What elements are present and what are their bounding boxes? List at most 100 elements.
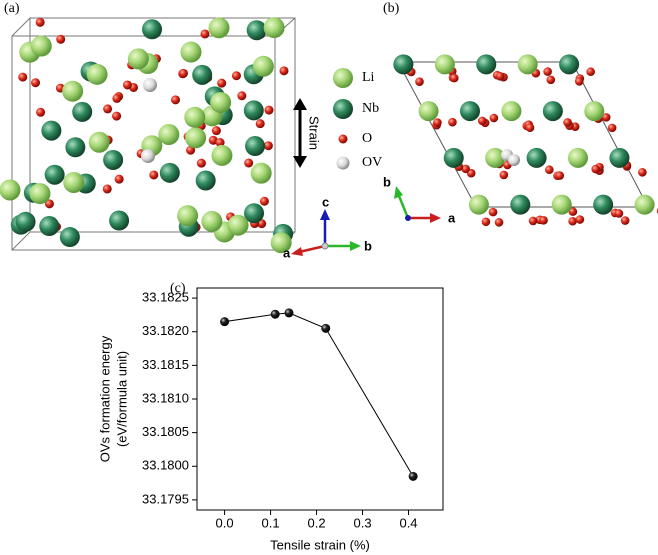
data-point [321,323,331,333]
panel-label: (b) [383,1,400,16]
y-axis-label: OVs formation energy [97,335,112,462]
legend-label: O [362,131,372,146]
atom [0,179,21,201]
data-point [220,317,230,327]
atom [459,101,480,122]
atom [31,78,41,88]
atom [476,54,497,75]
atom [215,138,225,148]
atom [59,227,80,248]
atom [279,66,289,76]
data-point [270,309,280,319]
atom [208,17,230,39]
atom [449,73,459,83]
legend-swatch [336,156,350,170]
atom [433,118,442,127]
plot: 0.0 0.1 0.2 0.3 0.4 33.1795 33.1800 33.1805 33.1… [97,287,444,552]
data-point [284,308,294,318]
atom [563,118,572,127]
atom [246,20,267,41]
atom [263,141,273,151]
atom [489,113,499,123]
y-axis-label: (eV/formula unit) [114,351,129,447]
atom [44,199,54,209]
atom [158,123,180,145]
atom [499,170,509,180]
atom [551,194,572,215]
atom [263,17,285,39]
atom [36,107,46,117]
atom [539,215,548,225]
atom [196,158,206,168]
y-tick-label: 33.1815 [142,357,189,372]
atom [510,194,531,215]
atom [607,123,617,133]
atom [546,75,556,85]
structure-b [393,54,658,227]
x-tick-label: 0.1 [262,515,280,530]
legend: Li Nb O OV [333,68,382,170]
panel-label: (a) [4,1,20,16]
axis-label: a [283,245,291,260]
plot-frame [196,287,444,511]
atom [584,101,605,122]
atom [609,147,630,168]
atom [634,194,655,215]
atom [614,209,624,218]
atom [200,29,210,39]
data-line [224,312,414,477]
atom [114,174,124,184]
atom [65,137,86,158]
axis-label: c [322,194,329,209]
atom [255,119,265,129]
strain-label: Strain [307,116,322,150]
atom [149,170,159,180]
atom [210,91,232,113]
atom [542,101,563,122]
atom [443,147,464,168]
axis-label: b [364,238,372,253]
atom [526,147,547,168]
atom [127,48,149,70]
atom [171,95,181,105]
atom [103,104,113,114]
atom [415,77,424,86]
atom [525,123,535,133]
legend-label: Li [362,70,375,85]
atom [568,207,578,216]
atom [39,216,60,237]
atom [141,149,155,163]
atom [601,113,611,122]
atom [243,100,264,121]
legend-label: Nb [362,101,379,116]
atom [62,80,84,102]
x-tick-label: 0.4 [399,515,417,530]
legend-swatch [333,99,353,119]
atom [620,216,630,225]
y-tick-label: 33.1810 [142,390,189,405]
atom [72,101,93,122]
atom [142,19,163,40]
atom [528,216,538,226]
atom [545,165,554,175]
atom [568,216,577,226]
atom [177,205,199,227]
atom [208,135,218,145]
atom [159,162,180,183]
atom [517,54,538,75]
atom [555,171,565,180]
atom [88,131,110,153]
atom [211,126,221,136]
atom [201,210,223,232]
atom [252,55,274,77]
atom [245,136,266,157]
atom [591,164,601,174]
atom [112,111,122,121]
structure-a [0,17,296,254]
legend-swatch [338,134,348,144]
atom [485,147,506,168]
atom [63,171,85,193]
atom [586,67,595,77]
atom [184,106,206,128]
atom [109,210,130,231]
